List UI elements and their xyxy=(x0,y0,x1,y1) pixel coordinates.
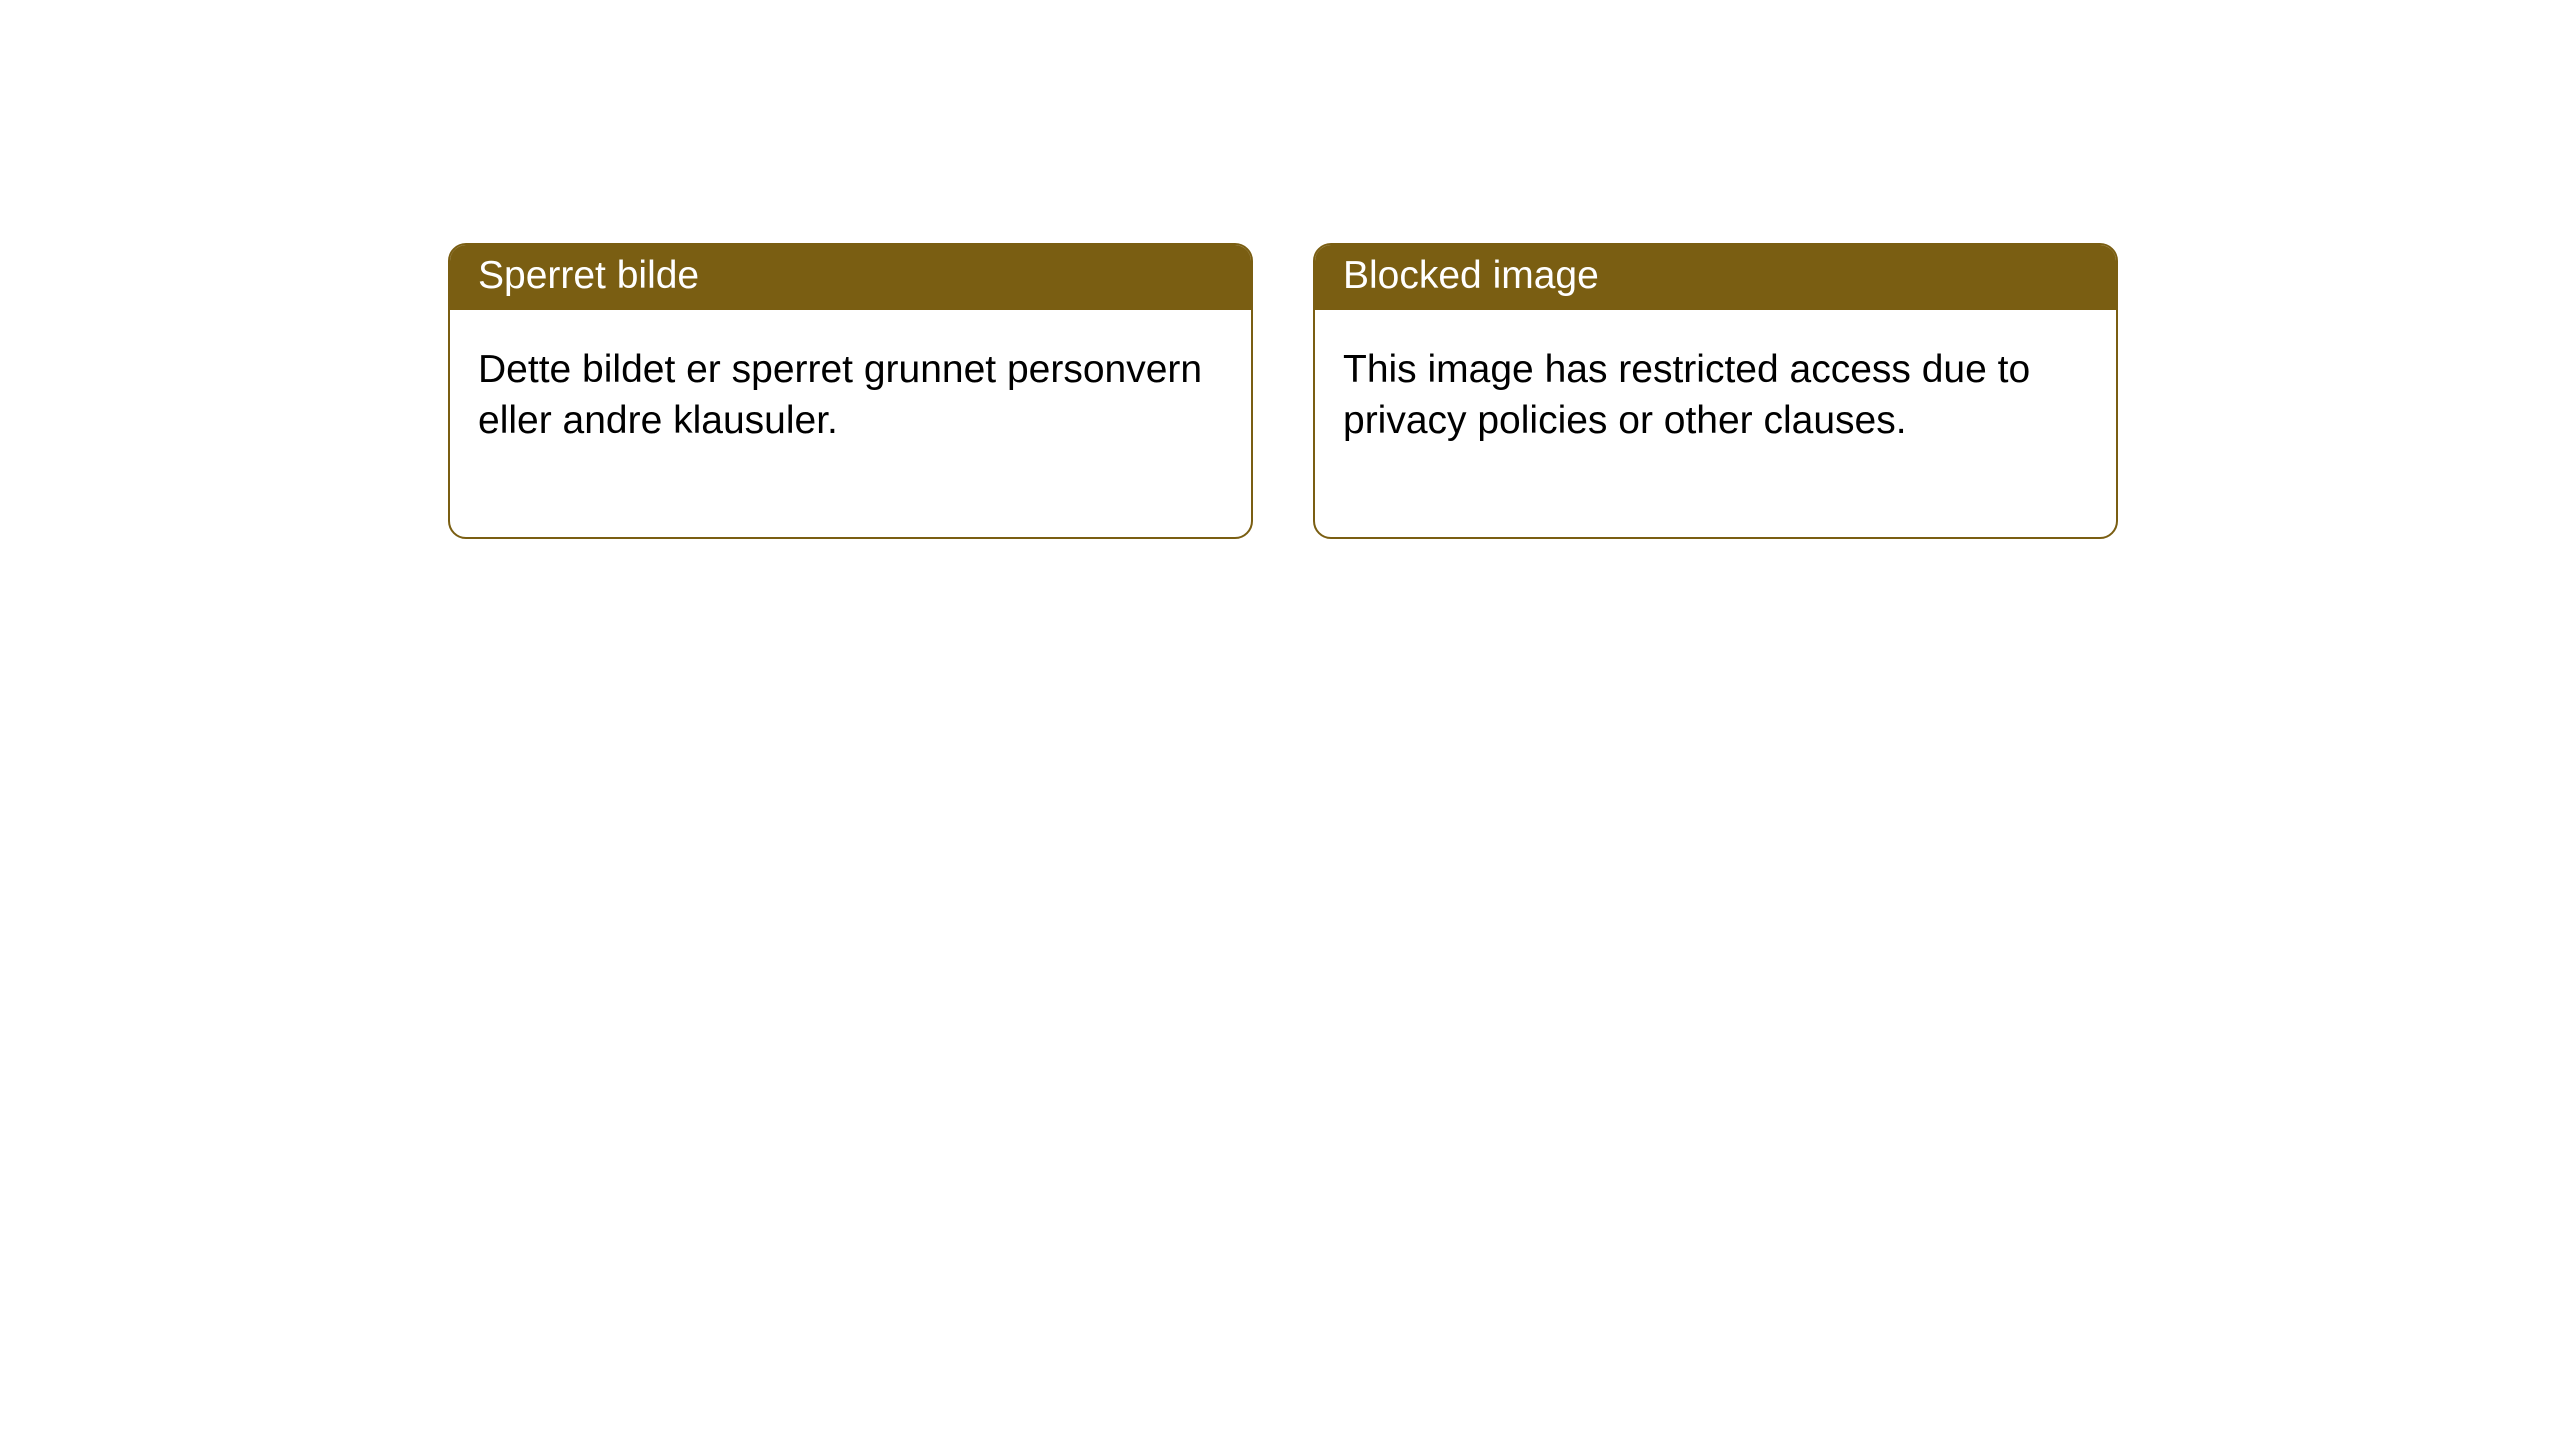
notice-header: Sperret bilde xyxy=(450,245,1251,310)
notice-card-norwegian: Sperret bilde Dette bildet er sperret gr… xyxy=(448,243,1253,539)
notice-header: Blocked image xyxy=(1315,245,2116,310)
notices-container: Sperret bilde Dette bildet er sperret gr… xyxy=(0,0,2560,539)
notice-card-english: Blocked image This image has restricted … xyxy=(1313,243,2118,539)
notice-body: Dette bildet er sperret grunnet personve… xyxy=(450,310,1251,537)
notice-body: This image has restricted access due to … xyxy=(1315,310,2116,537)
